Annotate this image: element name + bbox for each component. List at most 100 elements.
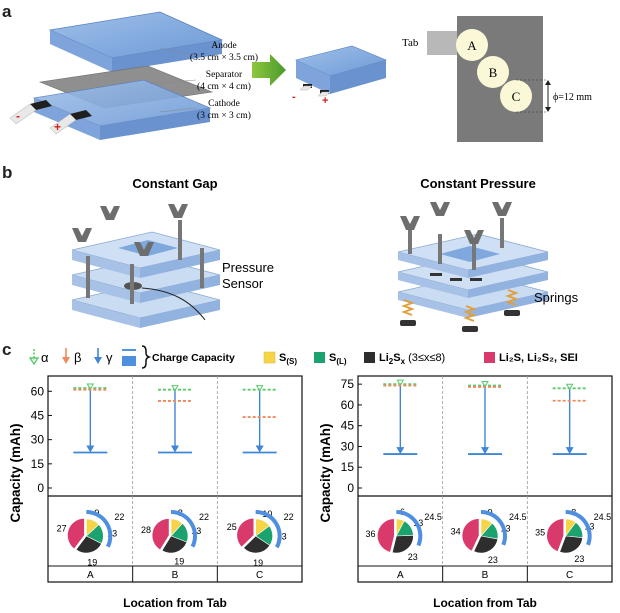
pie-slice	[67, 518, 85, 550]
category-label: B	[482, 570, 489, 581]
negative-tab	[30, 100, 52, 110]
pie-slice	[461, 518, 480, 552]
legend-s-liquid: S(L)	[329, 352, 347, 366]
panel-label-c: c	[2, 340, 12, 359]
alpha-arrowhead	[171, 385, 179, 392]
cell-assembly-diagram: - + Anode (3.5 cm × 3.5 cm) Separator (4…	[9, 11, 592, 142]
alpha-arrowhead	[255, 385, 264, 392]
legend-li2s: Li₂S, Li₂S₂, SEI	[499, 352, 578, 364]
category-label: A	[87, 570, 94, 581]
position-a-disc	[456, 29, 488, 61]
cathode-label: Cathode	[208, 99, 240, 109]
cell-holder-diagram: Constant Gap Constant Pressure Pressure …	[71, 176, 579, 332]
pressure-sensor-label-line2: Sensor	[222, 276, 264, 291]
alpha-arrowhead	[86, 383, 95, 391]
legend-alpha: α	[41, 350, 49, 365]
legend-li2sx: Li2Sx (3≤x≤8)	[379, 352, 445, 366]
pie-slice-label: 35	[535, 527, 545, 537]
separator-size: (4 cm × 4 cm)	[197, 81, 251, 92]
charge-capacity-label: 22	[199, 512, 209, 522]
gamma-arrowhead	[86, 445, 95, 453]
position-a-label: A	[467, 38, 477, 53]
y-axis-label: Capacity (mAh)	[318, 423, 333, 522]
y-tick-label: 45	[341, 419, 355, 433]
pie-slice-label: 19	[174, 557, 184, 567]
charge-capacity-label: 24.5	[424, 512, 442, 522]
pie-slice-label: 36	[366, 529, 376, 539]
pie-slice-label: 19	[253, 558, 263, 568]
alpha-arrow-icon	[28, 349, 40, 366]
gamma-arrow-icon	[94, 348, 102, 364]
y-tick-label: 60	[341, 398, 355, 412]
wing-nut-icon	[400, 202, 512, 244]
tab-label: Tab	[402, 37, 419, 49]
diameter-label: ϕ=12 mm	[553, 92, 592, 103]
charge-capacity-arc	[170, 510, 197, 548]
anode-size: (3.5 cm × 3.5 cm)	[190, 52, 258, 63]
alpha-arrowhead	[481, 381, 489, 388]
pie-slice-label: 19	[87, 557, 97, 567]
pie-slice-label: 27	[57, 524, 67, 534]
pie-slice	[377, 518, 395, 553]
constant-pressure-title: Constant Pressure	[420, 176, 536, 191]
s-solid-swatch	[263, 351, 276, 364]
pie-slice-label: 28	[141, 525, 151, 535]
chart-legend: α β γ Charge Capacity S(S) S(L) Li2Sx (3…	[28, 345, 578, 369]
gamma-arrowhead	[255, 445, 264, 453]
legend-beta: β	[74, 350, 81, 365]
pie-slice-label: 23	[488, 555, 498, 565]
legend-gamma: γ	[106, 350, 113, 365]
pie-slice-label: 23	[574, 554, 584, 564]
assembled-plus: +	[322, 95, 328, 107]
pie-slice-label: 23	[408, 552, 418, 562]
charge-capacity-label: 24.5	[594, 512, 612, 522]
anode-plate-side	[50, 30, 112, 72]
alpha-arrowhead	[565, 383, 574, 391]
category-label: C	[256, 570, 263, 581]
li2s-swatch	[484, 352, 495, 363]
springs-label: Springs	[534, 290, 579, 305]
pie-slice	[161, 535, 188, 554]
separator-label: Separator	[206, 70, 243, 80]
chart-frame	[357, 375, 613, 583]
alpha-arrowhead	[396, 379, 405, 387]
charge-capacity-arc	[565, 510, 592, 546]
pie-slice	[546, 518, 564, 552]
y-tick-label: 75	[341, 377, 355, 391]
assembly-arrow-icon	[252, 54, 286, 86]
panel-label-b: b	[2, 163, 13, 182]
pie-slice-label: 34	[451, 526, 461, 536]
charge-capacity-icon	[122, 345, 152, 369]
pie-slice	[559, 535, 583, 554]
charge-capacity-arc	[480, 510, 507, 546]
position-b-disc	[477, 56, 509, 88]
y-tick-label: 30	[341, 439, 355, 453]
pie-slice	[151, 518, 170, 551]
y-tick-label: 15	[31, 457, 45, 471]
anode-label: Anode	[211, 41, 236, 51]
chart-constant-pressure: 0 15 30 45 60 75 Capacity (mAh) Location from T…	[318, 375, 613, 610]
gamma-arrowhead	[171, 445, 179, 453]
y-tick-label: 30	[31, 433, 45, 447]
constant-gap-fixture	[71, 220, 221, 328]
positive-tab	[70, 110, 92, 120]
li2sx-swatch	[364, 352, 375, 363]
category-label: C	[566, 570, 573, 581]
charge-capacity-arc	[255, 510, 282, 549]
category-label: A	[397, 570, 404, 581]
y-tick-label: 0	[347, 481, 354, 495]
panel-label-a: a	[2, 2, 12, 21]
x-axis-label: Location from Tab	[123, 596, 227, 610]
pie-slice	[243, 535, 271, 554]
legend-charge-capacity: Charge Capacity	[152, 352, 235, 364]
assembled-minus: -	[292, 91, 296, 103]
pie-slice	[236, 517, 255, 548]
pressure-sensor-label-line1: Pressure	[222, 260, 274, 275]
position-c-disc	[500, 80, 532, 112]
pie-slice	[391, 535, 414, 554]
s-liquid-swatch	[314, 352, 325, 363]
beta-arrow-icon	[62, 348, 70, 364]
y-tick-label: 60	[31, 384, 45, 398]
x-axis-label: Location from Tab	[433, 596, 537, 610]
charge-capacity-arc	[396, 510, 423, 547]
